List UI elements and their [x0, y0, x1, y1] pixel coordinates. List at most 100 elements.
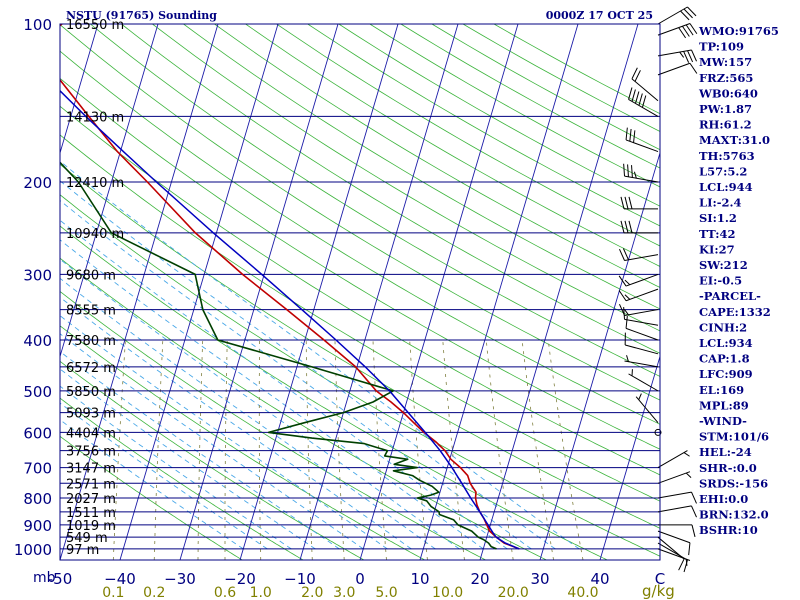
dry-adiabat-line	[183, 24, 660, 310]
wind-barb	[620, 220, 658, 234]
isotherm-line	[299, 24, 459, 560]
moist-adiabat-line	[60, 160, 580, 550]
wind-barb-staff	[657, 49, 692, 57]
temperature-tick-label: −10	[284, 570, 316, 588]
isotherm-line	[239, 24, 399, 560]
index-value: MW:157	[699, 55, 752, 69]
index-value: EL:169	[699, 383, 744, 397]
wind-barb	[657, 450, 690, 469]
height-level-label: 549 m	[66, 531, 108, 546]
wind-barb	[657, 471, 692, 484]
mixing-ratio-unit-label: g/kg	[642, 582, 675, 600]
mixing-ratio-label: 1.0	[250, 585, 272, 600]
mixing-ratio-line	[372, 339, 387, 560]
isotherm-line	[419, 24, 579, 560]
moist-adiabat-line	[60, 315, 388, 550]
height-level-label: 3756 m	[66, 445, 116, 460]
wind-barb	[628, 369, 659, 392]
wind-barb	[657, 505, 697, 518]
height-level-label: 8555 m	[66, 304, 116, 319]
parcel-trace	[60, 89, 520, 550]
wind-barb-staff	[625, 139, 659, 153]
dry-adiabat-line	[60, 290, 486, 560]
wind-barb-feather	[687, 50, 694, 63]
wind-barb	[657, 49, 697, 63]
wind-barb	[654, 428, 662, 436]
temperature-tick-label: 0	[355, 570, 365, 588]
wind-barb-feather	[628, 196, 633, 209]
mixing-ratio-line	[485, 339, 514, 560]
wind-barb	[657, 62, 698, 76]
dry-adiabat-line	[60, 77, 660, 450]
moist-adiabat-line	[60, 419, 244, 550]
wind-barb	[631, 67, 659, 102]
wind-barb-feather	[680, 10, 690, 21]
mixing-ratio-line	[197, 339, 204, 560]
index-value: WMO:91765	[698, 24, 779, 38]
pressure-tick-label: 900	[23, 517, 52, 535]
index-value: EHI:0.0	[699, 492, 748, 506]
wind-barb-staff	[657, 62, 691, 76]
wind-barb-feather	[682, 25, 690, 37]
isotherm-line	[479, 24, 639, 560]
height-level-label: 16550 m	[66, 18, 124, 33]
wind-barb-feather	[678, 558, 685, 571]
pressure-tick-label: 600	[23, 424, 52, 442]
wind-barb-feather	[688, 542, 691, 556]
wind-barb	[635, 393, 659, 424]
mixing-ratio-line	[153, 339, 164, 560]
wind-barb	[625, 316, 659, 341]
mixing-ratio-line	[334, 339, 345, 560]
wind-barb	[657, 491, 697, 504]
wind-barb-feather	[683, 51, 690, 63]
wind-barb-feather	[638, 393, 642, 400]
pressure-tick-label: 200	[23, 174, 52, 192]
dry-adiabat-line	[121, 24, 660, 354]
wind-barb-feather	[691, 49, 697, 62]
wind-barb-staff	[628, 373, 659, 392]
moist-adiabat-line	[60, 402, 268, 550]
temperature-tick-label: 20	[470, 570, 489, 588]
wind-barb-feather	[618, 290, 627, 302]
grid-lines	[60, 24, 660, 560]
wind-barb-feather	[620, 220, 625, 233]
wind-barb	[623, 163, 659, 183]
index-value: SW:212	[699, 258, 748, 272]
wind-barb-feather	[685, 472, 692, 479]
wind-barb-feather	[634, 70, 641, 82]
isotherm-line	[599, 354, 660, 560]
wind-barb-staff	[628, 98, 659, 117]
wind-barb-feather	[625, 127, 628, 140]
index-value: SI:1.2	[699, 211, 737, 225]
temperature-tick-label: -50	[48, 570, 73, 588]
wind-barb	[619, 303, 659, 316]
wind-barb-staff	[625, 344, 659, 355]
wind-barb-staff	[631, 78, 659, 102]
wind-barb	[625, 127, 659, 153]
index-value: LI:-2.4	[699, 196, 742, 210]
moist-adiabat-line	[60, 258, 460, 550]
height-level-label: 4404 m	[66, 426, 116, 441]
wind-barb-feather	[618, 275, 627, 287]
index-value: TP:109	[699, 40, 744, 54]
wind-barb-staff	[657, 23, 691, 36]
wind-barb-feather	[685, 24, 694, 36]
wind-barb	[618, 273, 659, 287]
temperature-tick-label: −40	[104, 570, 136, 588]
dry-adiabat-line	[60, 397, 304, 560]
wind-barb-staff	[657, 505, 692, 513]
wind-barb-calm	[654, 428, 662, 436]
station-title: NSTU (91765) Sounding	[66, 9, 217, 22]
temperature-tick-label: −30	[164, 570, 196, 588]
index-value: CINH:2	[699, 320, 747, 334]
wind-barb-feather	[624, 309, 629, 316]
mixing-ratio-label: 0.2	[143, 585, 165, 600]
height-level-label: 7580 m	[66, 334, 116, 349]
wind-barb	[619, 248, 659, 261]
wind-barb-staff	[657, 6, 688, 25]
height-level-label: 5850 m	[66, 385, 116, 400]
dry-adiabat-line	[60, 50, 660, 425]
temperature-tick-label: 40	[590, 570, 609, 588]
wind-barb-feather	[624, 294, 631, 300]
